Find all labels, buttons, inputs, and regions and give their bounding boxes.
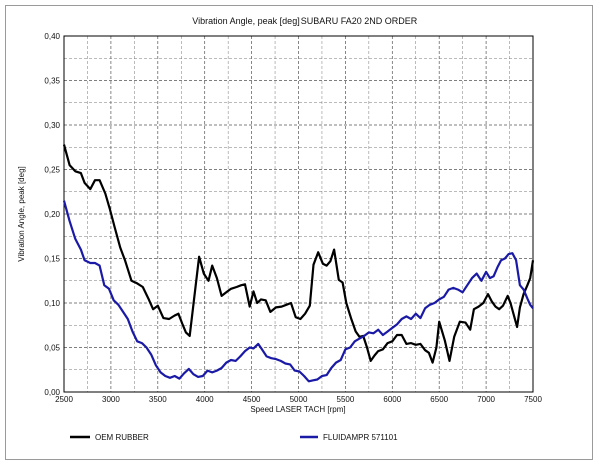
y-tick-label: 0,10 bbox=[44, 299, 60, 308]
x-tick-label: 6000 bbox=[383, 395, 401, 404]
x-tick-label: 4000 bbox=[196, 395, 214, 404]
legend-label-oem-rubber: OEM RUBBER bbox=[95, 433, 149, 442]
x-tick-label: 4500 bbox=[243, 395, 261, 404]
plot-area bbox=[63, 35, 534, 393]
legend: OEM RUBBER FLUIDAMPR 571101 bbox=[70, 433, 398, 442]
series-lines bbox=[62, 144, 535, 383]
series-line-0 bbox=[62, 144, 535, 364]
y-tick-label: 0,05 bbox=[44, 344, 60, 353]
series-line-1 bbox=[62, 200, 534, 383]
x-tick-label: 5500 bbox=[337, 395, 355, 404]
chart-title: Vibration Angle, peak [deg] bbox=[192, 16, 299, 26]
y-tick-label: 0,00 bbox=[44, 388, 60, 397]
y-tick-label: 0,20 bbox=[44, 210, 60, 219]
legend-label-fluidampr: FLUIDAMPR 571101 bbox=[323, 433, 398, 442]
grid bbox=[64, 36, 533, 392]
x-tick-label: 6500 bbox=[430, 395, 448, 404]
y-axis-label: Vibration Angle, peak [deg] bbox=[17, 166, 26, 261]
x-tick-label: 7000 bbox=[477, 395, 495, 404]
x-tick-label: 3000 bbox=[102, 395, 120, 404]
x-tick-label: 7500 bbox=[524, 395, 542, 404]
y-tick-label: 0,15 bbox=[44, 255, 60, 264]
chart-subtitle: SUBARU FA20 2ND ORDER bbox=[301, 16, 418, 26]
x-axis-label: Speed LASER TACH [rpm] bbox=[250, 405, 345, 414]
x-tick-label: 3500 bbox=[149, 395, 167, 404]
y-tick-label: 0,30 bbox=[44, 121, 60, 130]
x-tick-label: 2500 bbox=[55, 395, 73, 404]
y-tick-label: 0,40 bbox=[44, 32, 60, 41]
x-tick-label: 5000 bbox=[290, 395, 308, 404]
tick-labels: 2500 3000 3500 4000 4500 5000 5500 6000 6500 7000… bbox=[44, 32, 542, 404]
y-tick-label: 0,25 bbox=[44, 166, 60, 175]
y-tick-label: 0,35 bbox=[44, 77, 60, 86]
